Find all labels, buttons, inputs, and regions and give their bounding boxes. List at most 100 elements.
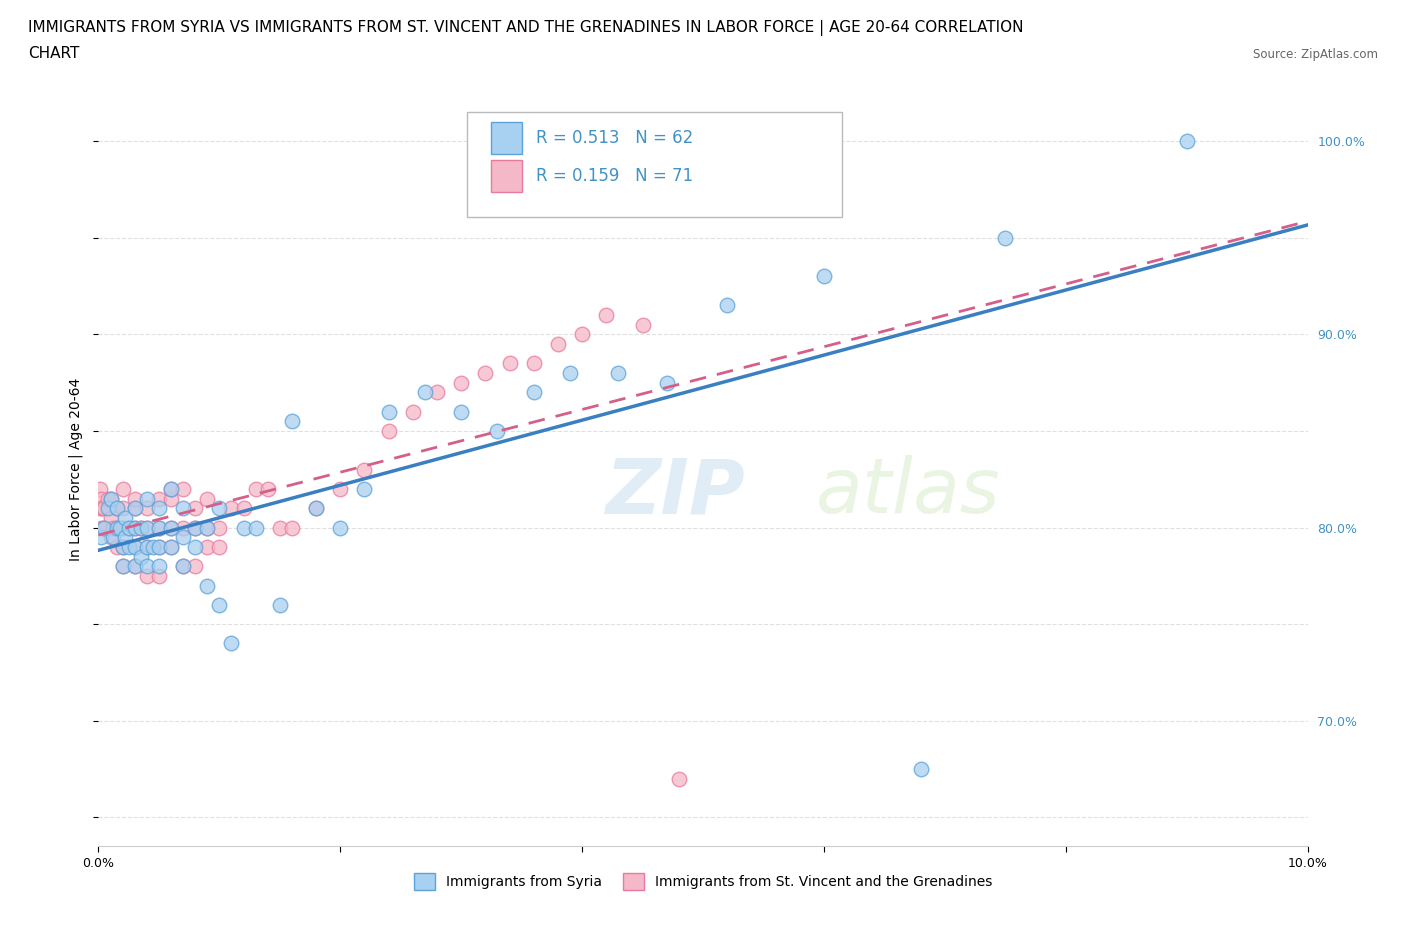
Text: IMMIGRANTS FROM SYRIA VS IMMIGRANTS FROM ST. VINCENT AND THE GRENADINES IN LABOR: IMMIGRANTS FROM SYRIA VS IMMIGRANTS FROM… xyxy=(28,20,1024,36)
Point xyxy=(305,501,328,516)
Point xyxy=(413,385,436,400)
Text: Source: ZipAtlas.com: Source: ZipAtlas.com xyxy=(1253,48,1378,61)
Point xyxy=(90,491,112,506)
Point xyxy=(160,539,183,554)
Point xyxy=(402,405,425,419)
Point xyxy=(97,501,120,516)
Point xyxy=(124,520,146,535)
Point xyxy=(655,376,678,391)
Point xyxy=(486,423,509,438)
Point xyxy=(93,520,115,535)
FancyBboxPatch shape xyxy=(467,112,842,218)
Point xyxy=(377,405,399,419)
Point xyxy=(245,482,267,497)
Y-axis label: In Labor Force | Age 20-64: In Labor Force | Age 20-64 xyxy=(69,378,83,562)
Point xyxy=(148,520,170,535)
Point xyxy=(135,559,157,574)
Point xyxy=(256,482,278,497)
Point xyxy=(172,501,194,516)
Point xyxy=(208,520,231,535)
Point xyxy=(91,501,114,516)
Point xyxy=(111,482,134,497)
Point xyxy=(668,771,690,786)
Point xyxy=(160,482,183,497)
Point xyxy=(994,231,1017,246)
Point xyxy=(105,539,128,554)
Point xyxy=(135,501,157,516)
Point xyxy=(111,559,134,574)
Point xyxy=(148,491,170,506)
Point xyxy=(89,501,111,516)
Point xyxy=(195,491,218,506)
Point xyxy=(124,559,146,574)
Point xyxy=(100,491,122,506)
Point xyxy=(101,530,124,545)
Point xyxy=(184,539,207,554)
Point xyxy=(498,356,520,371)
Point xyxy=(184,501,207,516)
Point xyxy=(111,501,134,516)
Point xyxy=(148,568,170,583)
Point xyxy=(105,520,128,535)
Point xyxy=(160,539,183,554)
Point xyxy=(208,501,231,516)
Point xyxy=(329,482,352,497)
Text: CHART: CHART xyxy=(28,46,80,61)
Point xyxy=(111,520,134,535)
Point xyxy=(450,405,472,419)
Point xyxy=(208,539,231,554)
Point xyxy=(160,520,183,535)
Point xyxy=(118,520,141,535)
Point xyxy=(184,559,207,574)
Text: R = 0.513   N = 62: R = 0.513 N = 62 xyxy=(536,129,693,147)
Point xyxy=(595,308,617,323)
Point xyxy=(329,520,352,535)
Point xyxy=(558,365,581,380)
Point xyxy=(195,578,218,593)
Point xyxy=(135,568,157,583)
Point xyxy=(172,482,194,497)
Point xyxy=(93,520,115,535)
Point xyxy=(716,298,738,312)
Point xyxy=(172,559,194,574)
Point xyxy=(89,482,111,497)
Point xyxy=(105,520,128,535)
Point xyxy=(232,520,254,535)
Point xyxy=(450,376,472,391)
Point xyxy=(105,501,128,516)
Point xyxy=(90,530,112,545)
Point xyxy=(124,539,146,554)
Point xyxy=(111,539,134,554)
Point xyxy=(160,520,183,535)
Point xyxy=(523,356,546,371)
Point xyxy=(124,539,146,554)
Point xyxy=(221,501,243,516)
Point xyxy=(474,365,496,380)
Point xyxy=(90,520,112,535)
Point xyxy=(547,337,569,352)
Point xyxy=(172,520,194,535)
Point xyxy=(172,530,194,545)
Point xyxy=(135,520,157,535)
Point xyxy=(142,539,165,554)
Point xyxy=(129,520,152,535)
Point xyxy=(232,501,254,516)
Legend: Immigrants from Syria, Immigrants from St. Vincent and the Grenadines: Immigrants from Syria, Immigrants from S… xyxy=(408,868,998,896)
Point xyxy=(607,365,630,380)
Point xyxy=(124,520,146,535)
Point xyxy=(105,501,128,516)
Point xyxy=(1175,134,1198,149)
Point xyxy=(118,520,141,535)
Point xyxy=(208,597,231,612)
Point xyxy=(426,385,449,400)
Point xyxy=(114,530,136,545)
Point xyxy=(114,511,136,525)
Point xyxy=(135,539,157,554)
Point xyxy=(93,501,115,516)
Point xyxy=(148,559,170,574)
Point xyxy=(281,520,304,535)
Text: atlas: atlas xyxy=(815,456,1000,529)
Point xyxy=(124,559,146,574)
FancyBboxPatch shape xyxy=(492,160,522,192)
Point xyxy=(148,501,170,516)
